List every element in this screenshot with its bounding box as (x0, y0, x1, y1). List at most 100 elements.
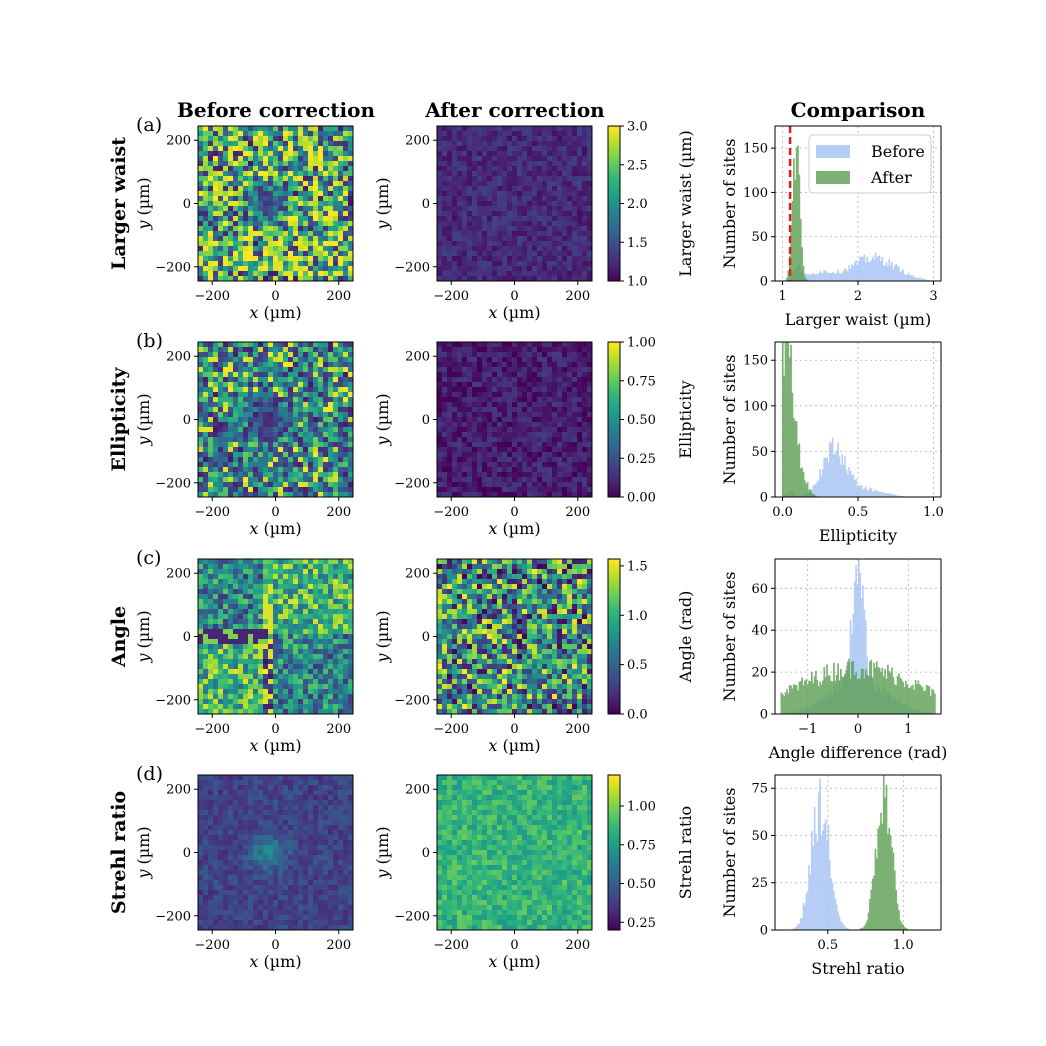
heatmap-cell (343, 569, 349, 575)
heatmap-cell (283, 569, 289, 575)
heatmap-cell (333, 564, 339, 570)
heatmap-cell (308, 357, 314, 363)
heatmap-cell (303, 402, 309, 408)
heatmap-cell (577, 357, 583, 363)
heatmap-cell (547, 377, 553, 383)
heatmap-cell (243, 614, 249, 620)
heatmap-cell (517, 362, 523, 368)
heatmap-cell (452, 492, 458, 498)
heatmap-cell (238, 146, 244, 152)
heatmap-cell (323, 191, 329, 197)
heatmap-cell (333, 467, 339, 473)
heatmap-cell (348, 649, 354, 655)
heatmap-cell (507, 487, 513, 493)
heatmap-cell (343, 146, 349, 152)
y-axis-var: y (134, 436, 153, 447)
heatmap-cell (278, 457, 284, 463)
heatmap-cell (228, 221, 234, 227)
colorbar-step (608, 177, 620, 181)
heatmap-cell (288, 472, 294, 478)
heatmap-cell (328, 176, 334, 182)
heatmap-cell (243, 231, 249, 237)
heatmap-cell (268, 559, 274, 565)
heatmap-cell (567, 437, 573, 443)
heatmap-cell (293, 241, 299, 247)
heatmap-cell (218, 141, 224, 147)
heatmap-cell (577, 196, 583, 202)
heatmap-cell (517, 357, 523, 363)
heatmap-cell (502, 387, 508, 393)
heatmap-cell (447, 221, 453, 227)
heatmap-cell (208, 402, 214, 408)
heatmap-cell (467, 462, 473, 468)
heatmap-cell (308, 221, 314, 227)
heatmap-cell (258, 131, 264, 137)
heatmap-cell (587, 256, 593, 262)
heatmap-cell (477, 156, 483, 162)
heatmap-cell (228, 432, 234, 438)
heatmap-cell (203, 452, 209, 458)
heatmap-cell (487, 367, 493, 373)
heatmap-cell (313, 564, 319, 570)
heatmap-cell (452, 236, 458, 242)
heatmap-cell (572, 397, 578, 403)
heatmap-cell (502, 156, 508, 162)
heatmap-cell (208, 654, 214, 660)
heatmap-cell (472, 256, 478, 262)
heatmap-cell (457, 407, 463, 413)
heatmap-cell (437, 447, 443, 453)
heatmap-cell (228, 644, 234, 650)
heatmap-cell (522, 362, 528, 368)
heatmap-cell (298, 241, 304, 247)
heatmap-cell (228, 584, 234, 590)
colorbar-step (608, 380, 620, 384)
heatmap-cell (477, 372, 483, 378)
heatmap-cell (198, 201, 204, 207)
heatmap-cell (348, 161, 354, 167)
heatmap-cell (338, 146, 344, 152)
heatmap-cell (557, 206, 563, 212)
heatmap-cell (572, 427, 578, 433)
heatmap-cell (517, 186, 523, 192)
heatmap-cell (268, 206, 274, 212)
heatmap-cell (482, 196, 488, 202)
heatmap-cell (562, 161, 568, 167)
heatmap-cell (318, 599, 324, 605)
heatmap-cell (457, 352, 463, 358)
heatmap-cell (512, 191, 518, 197)
heatmap-cell (208, 271, 214, 277)
heatmap-cell (223, 377, 229, 383)
heatmap-cell (308, 156, 314, 162)
heatmap-cell (328, 654, 334, 660)
heatmap-cell (567, 146, 573, 152)
heatmap-cell (487, 372, 493, 378)
heatmap-cell (268, 367, 274, 373)
heatmap-cell (303, 186, 309, 192)
heatmap-cell (562, 181, 568, 187)
heatmap-cell (557, 211, 563, 217)
heatmap-cell (238, 487, 244, 493)
heatmap-cell (507, 342, 513, 348)
hist-bar (830, 443, 833, 497)
heatmap-cell (338, 467, 344, 473)
heatmap-cell (318, 186, 324, 192)
heatmap-cell (557, 171, 563, 177)
heatmap-cell (228, 231, 234, 237)
heatmap-cell (512, 357, 518, 363)
heatmap-cell (318, 447, 324, 453)
heatmap-cell (303, 136, 309, 142)
colorbar-1 (608, 126, 620, 282)
heatmap-cell (238, 266, 244, 272)
colorbar-step (608, 182, 620, 186)
heatmap-cell (208, 236, 214, 242)
hist-bar (889, 493, 892, 497)
heatmap-cell (328, 482, 334, 488)
heatmap-cell (228, 614, 234, 620)
heatmap-cell (557, 352, 563, 358)
heatmap-cell (318, 231, 324, 237)
heatmap-cell (587, 196, 593, 202)
heatmap-cell (467, 231, 473, 237)
heatmap-cell (462, 397, 468, 403)
heatmap-cell (293, 487, 299, 493)
heatmap-cell (547, 342, 553, 348)
